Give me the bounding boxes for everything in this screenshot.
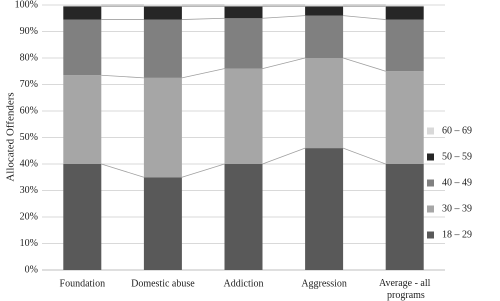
bar-segment xyxy=(305,5,344,7)
legend-label: 50 – 59 xyxy=(442,151,472,162)
y-axis-label: Allocated Offenders xyxy=(5,92,17,181)
legend-swatch xyxy=(427,153,434,161)
bar-segment xyxy=(385,19,424,72)
series-connector xyxy=(181,17,225,20)
bar-segment xyxy=(63,75,102,164)
bar-segment xyxy=(385,6,424,20)
bar-segment xyxy=(143,177,182,270)
bar-segment xyxy=(385,164,424,270)
legend-swatch xyxy=(427,179,434,187)
y-tick-label: 60% xyxy=(20,105,38,116)
bar-segment xyxy=(224,18,263,69)
series-connector xyxy=(262,15,306,19)
x-tick-label: Aggression xyxy=(301,278,347,289)
bar-segment xyxy=(63,6,102,20)
bar-segment xyxy=(143,19,182,78)
bar-segment xyxy=(63,164,102,270)
bar-segment xyxy=(305,6,344,16)
legend-label: 40 – 49 xyxy=(442,177,472,188)
bar-segment xyxy=(224,5,263,7)
legend-swatch xyxy=(427,205,434,213)
x-tick-label: Foundation xyxy=(60,278,106,289)
bar-segment xyxy=(224,164,263,270)
y-tick-label: 80% xyxy=(20,52,38,63)
series-connector xyxy=(342,57,386,72)
legend-swatch xyxy=(427,127,434,135)
bar-segment xyxy=(305,58,344,149)
bar-segment xyxy=(143,5,182,7)
legend-swatch xyxy=(427,231,434,239)
legend-label: 30 – 39 xyxy=(442,203,472,214)
legend-label: 18 – 29 xyxy=(442,229,472,240)
series-connector xyxy=(262,57,306,69)
x-tick-label: Addiction xyxy=(224,278,264,289)
y-tick-label: 70% xyxy=(20,79,38,90)
y-tick-label: 40% xyxy=(20,158,38,169)
series-connector xyxy=(101,163,145,178)
y-tick-label: 50% xyxy=(20,132,38,143)
series-connector xyxy=(343,15,386,20)
bar-segment xyxy=(305,15,344,59)
series-connector xyxy=(262,147,306,165)
y-tick-label: 90% xyxy=(20,26,38,37)
legend-label: 60 – 69 xyxy=(442,125,472,136)
bar-segment xyxy=(224,6,263,19)
series-connector xyxy=(342,147,386,165)
y-tick-label: 30% xyxy=(20,185,38,196)
x-tick-label: Average - all programs xyxy=(379,278,431,301)
series-connector xyxy=(101,74,144,79)
bar-segment xyxy=(385,71,424,164)
y-tick-label: 10% xyxy=(20,238,38,249)
x-tick-label: Domestic abuse xyxy=(131,278,195,289)
series-connector xyxy=(181,163,225,178)
bar-segment xyxy=(143,6,182,20)
bar-segment xyxy=(385,5,424,7)
bar-segment xyxy=(305,148,344,270)
series-connector xyxy=(181,68,225,79)
bar-segment xyxy=(63,19,102,76)
bar-segment xyxy=(143,77,182,178)
y-tick-label: 20% xyxy=(20,211,38,222)
bar-segment xyxy=(63,5,102,7)
y-tick-label: 100% xyxy=(15,0,38,10)
y-tick-label: 0% xyxy=(25,264,38,275)
bar-segment xyxy=(224,68,263,164)
